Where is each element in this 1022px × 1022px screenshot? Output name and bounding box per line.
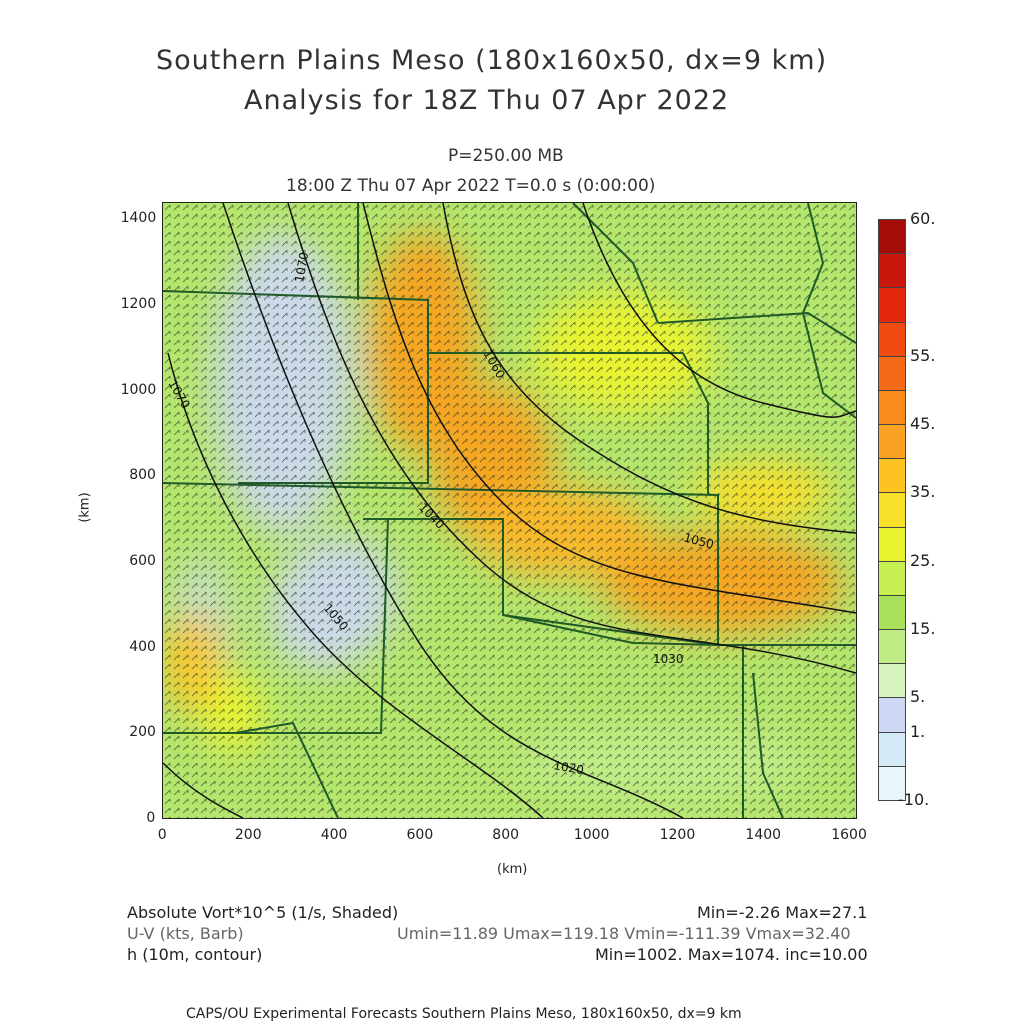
y-tick-label: 1400 — [120, 210, 157, 227]
colorbar-swatch — [878, 526, 906, 562]
title-line-2: Analysis for 18Z Thu 07 Apr 2022 — [244, 85, 730, 116]
svg-text:1020: 1020 — [552, 758, 585, 777]
y-tick-label: 1200 — [120, 295, 157, 312]
x-tick-label: 400 — [320, 827, 348, 843]
colorbar-swatch — [878, 765, 906, 801]
x-tick-label: 1200 — [659, 827, 696, 843]
x-tick-label: 600 — [406, 827, 434, 843]
colorbar-label: 15. — [910, 619, 936, 639]
colorbar — [878, 219, 906, 801]
colorbar-swatch — [878, 629, 906, 665]
map-canvas: 1070 1070 1060 1050 1040 1050 1030 1020 — [163, 203, 856, 818]
colorbar-swatch — [878, 560, 906, 596]
footer-credit: CAPS/OU Experimental Forecasts Southern … — [186, 1006, 742, 1022]
valid-time: 18:00 Z Thu 07 Apr 2022 T=0.0 s (0:00:00… — [286, 176, 656, 196]
y-tick-label: 400 — [129, 638, 156, 655]
colorbar-swatch — [878, 458, 906, 494]
colorbar-label: 25. — [910, 550, 936, 570]
legend-field-2-range: Umin=11.89 Umax=119.18 Vmin=-111.39 Vmax… — [397, 924, 851, 943]
colorbar-label: 55. — [910, 345, 936, 365]
colorbar-swatch — [878, 594, 906, 631]
colorbar-label: 1. — [910, 721, 926, 741]
colorbar-swatch — [878, 697, 906, 733]
colorbar-swatch — [878, 663, 906, 699]
x-tick-label: 1000 — [573, 827, 610, 843]
colorbar-label: -10. — [898, 790, 930, 809]
y-tick-label: 800 — [129, 467, 156, 484]
colorbar-swatch — [878, 389, 906, 426]
y-tick-label: 1000 — [120, 381, 157, 398]
colorbar-swatch — [878, 321, 906, 357]
colorbar-swatch — [878, 731, 906, 767]
y-tick-label: 0 — [146, 810, 156, 826]
x-axis-label: (km) — [497, 862, 528, 877]
colorbar-swatch — [878, 253, 906, 289]
svg-text:1070: 1070 — [292, 251, 311, 284]
colorbar-swatch — [878, 492, 906, 528]
x-tick-label: 800 — [492, 827, 520, 843]
legend-field-3-range: Min=1002. Max=1074. inc=10.00 — [595, 945, 868, 964]
x-tick-label: 200 — [234, 827, 262, 843]
wind-barbs — [163, 203, 856, 818]
legend-field-2: U-V (kts, Barb) — [127, 924, 244, 943]
state-borders — [163, 203, 856, 818]
colorbar-label: 45. — [910, 414, 936, 434]
title-line-1: Southern Plains Meso (180x160x50, dx=9 k… — [156, 45, 828, 76]
colorbar-label: 5. — [910, 687, 926, 707]
legend-field-3: h (10m, contour) — [127, 945, 263, 964]
x-tick-label: 1600 — [831, 827, 867, 843]
colorbar-swatch — [878, 219, 906, 255]
legend-field-1-range: Min=-2.26 Max=27.1 — [697, 903, 868, 922]
colorbar-swatch — [878, 424, 906, 460]
colorbar-swatch — [878, 355, 906, 391]
colorbar-label: 35. — [910, 482, 936, 502]
x-tick-label: 1400 — [745, 827, 782, 843]
map-plot: 1070 1070 1060 1050 1040 1050 1030 1020 — [162, 202, 857, 819]
height-contours — [163, 203, 856, 818]
colorbar-swatch — [878, 287, 906, 323]
y-axis-label: (km) — [77, 492, 93, 523]
y-tick-label: 200 — [129, 724, 156, 741]
pressure-level: P=250.00 MB — [448, 146, 564, 166]
svg-text:1030: 1030 — [653, 652, 684, 666]
x-tick-label: 0 — [157, 827, 167, 843]
legend-field-1: Absolute Vort*10^5 (1/s, Shaded) — [127, 903, 399, 922]
colorbar-label: 60. — [910, 209, 936, 228]
y-tick-label: 600 — [129, 552, 156, 569]
